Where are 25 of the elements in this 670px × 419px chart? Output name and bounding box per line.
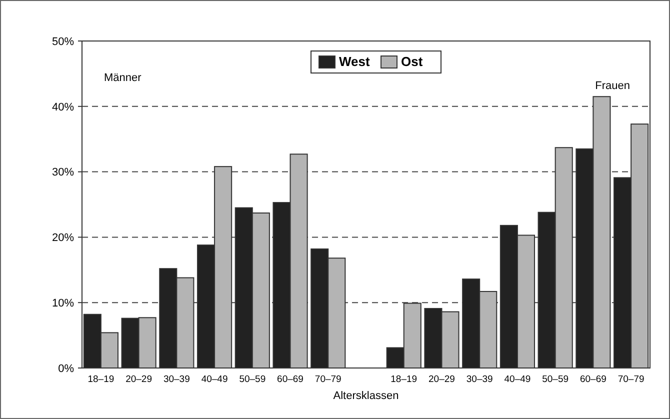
- x-tick-label: 30–39: [163, 374, 190, 385]
- x-tick-label: 70–79: [618, 374, 644, 385]
- y-tick-label: 50%: [52, 36, 74, 48]
- y-tick-label: 30%: [52, 166, 74, 179]
- x-tick-label: 60–69: [277, 374, 304, 385]
- annotation: Frauen: [595, 80, 630, 92]
- x-tick-label: 50–59: [542, 374, 569, 385]
- x-axis-title: Altersklassen: [333, 390, 399, 402]
- y-tick-label: 10%: [52, 297, 74, 310]
- x-tick-label: 70–79: [314, 374, 342, 385]
- x-tick-label: 40–49: [201, 374, 228, 385]
- y-tick-label: 20%: [52, 232, 74, 244]
- x-tick-label: 40–49: [504, 374, 531, 385]
- x-tick-label: 18–19: [390, 374, 418, 385]
- y-tick-label: 40%: [52, 101, 74, 114]
- x-tick-label: 60–69: [580, 374, 606, 385]
- x-tick-label: 20–29: [428, 374, 455, 385]
- x-tick-label: 50–59: [239, 374, 266, 385]
- legend-label: West: [339, 54, 370, 69]
- legend-label: Ost: [401, 54, 424, 69]
- x-tick-label: 20–29: [126, 374, 152, 385]
- y-tick-label: 0%: [58, 362, 74, 375]
- annotation: Männer: [104, 72, 142, 84]
- x-tick-label: 30–39: [466, 374, 493, 385]
- x-tick-label: 18–19: [88, 374, 114, 385]
